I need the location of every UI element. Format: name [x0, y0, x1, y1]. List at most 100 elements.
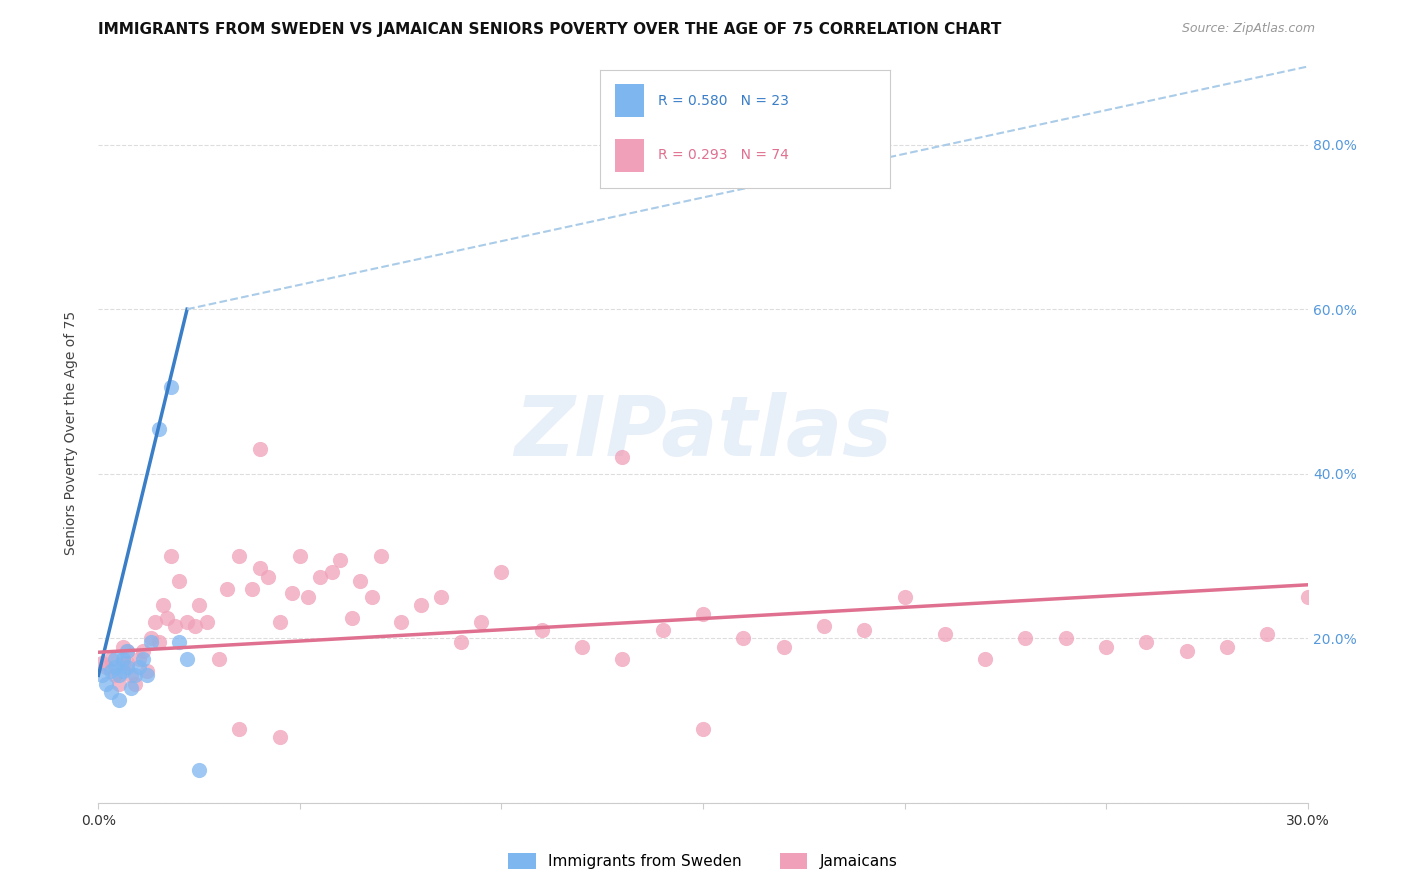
Point: [135, 668, 157, 682]
Point: [342, 611, 364, 625]
Point: [1296, 590, 1319, 604]
Point: [160, 380, 183, 394]
Point: [167, 635, 190, 649]
Point: [100, 664, 122, 678]
Point: [111, 656, 134, 670]
Point: [148, 421, 170, 435]
Point: [491, 566, 513, 580]
Point: [128, 660, 150, 674]
Point: [256, 569, 278, 583]
Point: [321, 566, 343, 580]
Point: [530, 623, 553, 637]
Point: [100, 685, 122, 699]
Point: [111, 664, 134, 678]
Point: [139, 632, 162, 646]
Legend: Immigrants from Sweden, Jamaicans: Immigrants from Sweden, Jamaicans: [502, 847, 904, 875]
Point: [297, 590, 319, 604]
Point: [329, 553, 352, 567]
Text: ZIPatlas: ZIPatlas: [515, 392, 891, 473]
Point: [269, 730, 291, 744]
Point: [143, 615, 166, 629]
Point: [692, 722, 714, 736]
Point: [103, 652, 125, 666]
Point: [249, 442, 271, 456]
Point: [240, 582, 263, 596]
Point: [176, 652, 198, 666]
Point: [96, 676, 118, 690]
Point: [103, 668, 125, 682]
Point: [450, 635, 472, 649]
Point: [430, 590, 453, 604]
Point: [148, 635, 170, 649]
Point: [156, 611, 179, 625]
Point: [115, 660, 138, 674]
Point: [370, 549, 392, 563]
Point: [1135, 635, 1157, 649]
Point: [135, 664, 157, 678]
Point: [115, 643, 138, 657]
Point: [692, 607, 714, 621]
Point: [188, 763, 211, 777]
Point: [91, 668, 114, 682]
Y-axis label: Seniors Poverty Over the Age of 75: Seniors Poverty Over the Age of 75: [63, 310, 77, 555]
Point: [409, 599, 432, 613]
Point: [103, 660, 125, 674]
Point: [612, 450, 634, 465]
Point: [195, 615, 218, 629]
Text: IMMIGRANTS FROM SWEDEN VS JAMAICAN SENIORS POVERTY OVER THE AGE OF 75 CORRELATIO: IMMIGRANTS FROM SWEDEN VS JAMAICAN SENIO…: [98, 22, 1002, 37]
Point: [281, 586, 304, 600]
Point: [249, 561, 271, 575]
Point: [612, 652, 634, 666]
Point: [571, 640, 593, 654]
Point: [389, 615, 412, 629]
Point: [107, 693, 129, 707]
Point: [160, 549, 183, 563]
Point: [208, 652, 231, 666]
Point: [228, 549, 250, 563]
Point: [349, 574, 371, 588]
Point: [163, 619, 186, 633]
Point: [111, 640, 134, 654]
Point: [100, 652, 122, 666]
Point: [124, 668, 146, 682]
Point: [853, 623, 876, 637]
Point: [1256, 627, 1278, 641]
Point: [228, 722, 250, 736]
Text: Source: ZipAtlas.com: Source: ZipAtlas.com: [1181, 22, 1315, 36]
Point: [120, 668, 142, 682]
Point: [1054, 632, 1077, 646]
Point: [132, 652, 155, 666]
Point: [96, 660, 118, 674]
Point: [470, 615, 492, 629]
Point: [111, 652, 134, 666]
Point: [115, 656, 138, 670]
Point: [107, 668, 129, 682]
Point: [772, 640, 794, 654]
Point: [974, 652, 997, 666]
Point: [139, 635, 162, 649]
Point: [217, 582, 239, 596]
Point: [128, 652, 150, 666]
Point: [124, 676, 146, 690]
Point: [733, 632, 755, 646]
Point: [269, 615, 291, 629]
Point: [1175, 643, 1198, 657]
Point: [132, 643, 155, 657]
Point: [176, 615, 198, 629]
Point: [361, 590, 384, 604]
Point: [651, 623, 673, 637]
Point: [309, 569, 332, 583]
Point: [115, 643, 138, 657]
Point: [1014, 632, 1036, 646]
Point: [813, 619, 835, 633]
Point: [107, 676, 129, 690]
Point: [91, 656, 114, 670]
Point: [288, 549, 311, 563]
Point: [184, 619, 207, 633]
Point: [1095, 640, 1118, 654]
Point: [893, 590, 915, 604]
Point: [934, 627, 956, 641]
Point: [167, 574, 190, 588]
Point: [152, 599, 174, 613]
Point: [188, 599, 211, 613]
